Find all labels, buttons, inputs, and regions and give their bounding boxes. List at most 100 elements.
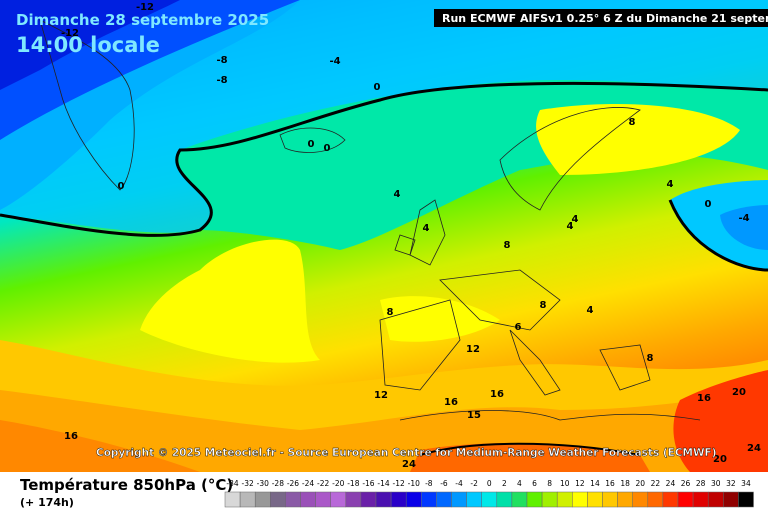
contour-label: -4 xyxy=(329,56,340,67)
color-swatch xyxy=(315,491,331,508)
contour-label: 8 xyxy=(647,353,654,364)
contour-label: 20 xyxy=(732,387,746,398)
color-swatch xyxy=(360,491,377,508)
scale-label: 32 xyxy=(726,479,736,488)
scale-label: -14 xyxy=(377,479,389,488)
run-info: Run ECMWF AIFSv1 0.25° 6 Z du Dimanche 2… xyxy=(442,12,768,25)
color-swatch xyxy=(617,491,633,508)
contour-label: 16 xyxy=(444,397,458,408)
scale-label: 20 xyxy=(635,479,645,488)
color-swatch xyxy=(330,491,347,508)
scale-label: 30 xyxy=(711,479,721,488)
scale-label: 6 xyxy=(532,479,537,488)
color-swatch xyxy=(285,491,301,508)
scale-label: 16 xyxy=(605,479,615,488)
coastlines xyxy=(39,19,701,421)
color-swatch xyxy=(345,491,362,508)
contour-label: 4 xyxy=(667,179,674,190)
scale-label: -4 xyxy=(455,479,463,488)
color-swatch xyxy=(556,491,573,508)
contour-label: 4 xyxy=(587,305,594,316)
contour-label: 6 xyxy=(515,322,522,333)
scale-label: -6 xyxy=(440,479,448,488)
scale-label: -12 xyxy=(393,479,405,488)
color-swatch xyxy=(662,491,679,508)
color-swatch xyxy=(270,491,286,508)
color-swatch xyxy=(511,491,528,508)
scale-label: 24 xyxy=(666,479,676,488)
color-swatch xyxy=(496,491,513,508)
color-swatch xyxy=(677,491,694,508)
color-swatch xyxy=(723,491,739,508)
contour-label: 20 xyxy=(713,454,727,465)
contour-label: 24 xyxy=(402,459,416,470)
scale-label: -28 xyxy=(272,479,284,488)
contour-label: 8 xyxy=(387,307,394,318)
contour-label: 15 xyxy=(467,410,481,421)
scale-label: -26 xyxy=(287,479,299,488)
scale-label: -34 xyxy=(226,479,238,488)
scale-label: -10 xyxy=(408,479,420,488)
contour-label: -8 xyxy=(216,55,227,66)
contour-label: 16 xyxy=(64,431,78,442)
scale-label: 0 xyxy=(487,479,492,488)
contour-label: 16 xyxy=(697,393,711,404)
scale-label: 28 xyxy=(696,479,706,488)
scale-label: -24 xyxy=(302,479,314,488)
color-swatch xyxy=(692,491,709,508)
color-swatch xyxy=(587,491,603,508)
color-swatch xyxy=(572,491,588,508)
contour-label: 0 xyxy=(324,143,331,154)
scale-label: 34 xyxy=(741,479,751,488)
contour-label: 4 xyxy=(394,189,401,200)
color-swatch xyxy=(436,491,452,508)
contour-label: 8 xyxy=(629,117,636,128)
scale-label: 12 xyxy=(575,479,585,488)
contour-label: -12 xyxy=(61,28,79,39)
contour-label: 16 xyxy=(490,389,504,400)
color-swatch xyxy=(224,491,241,508)
color-swatch xyxy=(541,491,558,508)
contour-label: 4 xyxy=(572,214,579,225)
contour-label: -12 xyxy=(136,2,154,13)
color-swatch xyxy=(421,491,437,508)
color-swatch xyxy=(300,491,316,508)
contour-label: 12 xyxy=(466,344,480,355)
scale-label: 2 xyxy=(502,479,507,488)
scale-label: 10 xyxy=(560,479,570,488)
scale-label: -32 xyxy=(242,479,254,488)
contour-label: 0 xyxy=(705,199,712,210)
color-swatch xyxy=(405,491,422,508)
contour-label: -4 xyxy=(738,213,749,224)
color-swatch xyxy=(526,491,543,508)
color-scale: -34 -32 -30 -28 -26 -24 -22 -20 -18 -16 -14 -12 -10-… xyxy=(224,479,754,508)
scale-label: 8 xyxy=(547,479,552,488)
legend-lead: (+ 174h) xyxy=(20,496,74,509)
color-swatch xyxy=(738,491,754,508)
color-swatch xyxy=(602,491,618,508)
color-swatch xyxy=(481,491,498,508)
contour-label: 12 xyxy=(374,390,388,401)
contour-label: 4 xyxy=(567,221,574,232)
scale-label: -20 xyxy=(332,479,344,488)
time: 14:00 locale xyxy=(16,33,160,57)
color-swatch xyxy=(632,491,649,508)
scale-label: -8 xyxy=(425,479,433,488)
scale-label: 14 xyxy=(590,479,600,488)
scale-label: 22 xyxy=(651,479,661,488)
scale-label: -18 xyxy=(347,479,359,488)
legend-title: Température 850hPa (°C) xyxy=(20,476,233,494)
color-swatch xyxy=(390,491,407,508)
contours xyxy=(0,81,768,456)
color-swatch xyxy=(239,491,256,508)
color-swatch xyxy=(466,491,482,508)
scale-label: -2 xyxy=(470,479,478,488)
run-banner xyxy=(434,9,768,27)
contour-label: 0 xyxy=(374,82,381,93)
color-swatch xyxy=(254,491,271,508)
scale-label: 26 xyxy=(681,479,691,488)
map-fields xyxy=(0,0,768,472)
